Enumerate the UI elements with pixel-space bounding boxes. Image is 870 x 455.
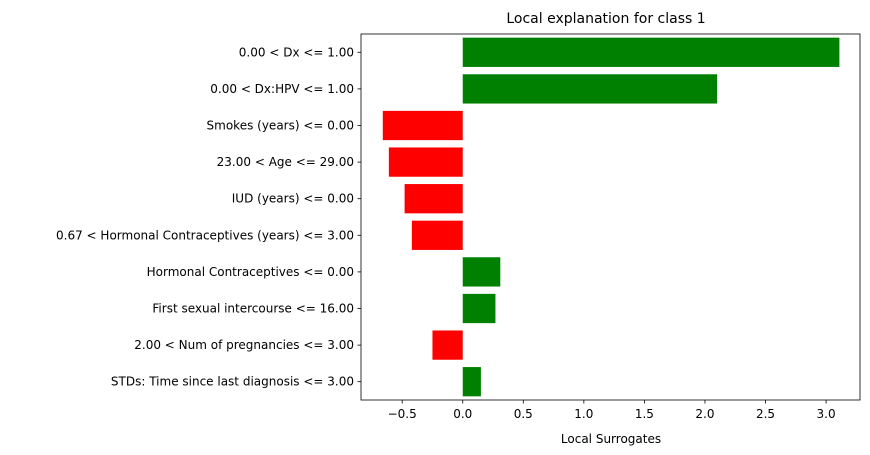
y-tick-label: Smokes (years) <= 0.00 (207, 119, 354, 133)
y-tick-label: STDs: Time since last diagnosis <= 3.00 (111, 375, 354, 389)
x-tick-label: 1.5 (635, 407, 654, 421)
y-tick-label: Hormonal Contraceptives <= 0.00 (147, 265, 354, 279)
x-tick-label: 0.0 (453, 407, 472, 421)
bar (462, 257, 501, 287)
bar (388, 147, 463, 177)
bar (462, 293, 496, 324)
y-tick-label: 0.00 < Dx:HPV <= 1.00 (210, 82, 354, 96)
x-tick-label: 0.5 (514, 407, 533, 421)
x-tick-label: 2.5 (756, 407, 775, 421)
x-tick-label: 2.0 (695, 407, 714, 421)
y-tick-label: 0.67 < Hormonal Contraceptives (years) <… (56, 228, 354, 242)
plot-frame (360, 33, 861, 401)
bar (411, 220, 463, 250)
y-tick-label: 2.00 < Num of pregnancies <= 3.00 (134, 338, 354, 352)
y-tick-label: 0.00 < Dx <= 1.00 (239, 45, 354, 59)
bars-group (382, 37, 840, 397)
bar (432, 330, 463, 360)
y-tick-label: First sexual intercourse <= 16.00 (152, 302, 354, 316)
bar (462, 367, 481, 397)
x-tick-label: 1.0 (574, 407, 593, 421)
bar (462, 37, 840, 67)
x-axis: −0.5 0.0 0.5 1.0 1.5 2.0 2.5 3.0 (388, 400, 836, 421)
x-tick-label: 3.0 (817, 407, 836, 421)
y-tick-label: IUD (years) <= 0.00 (232, 192, 354, 206)
y-tick-label: 23.00 < Age <= 29.00 (217, 155, 354, 169)
bar (382, 110, 463, 141)
x-tick-label: −0.5 (388, 407, 417, 421)
x-axis-label: Local Surrogates (561, 432, 661, 446)
bar (404, 184, 463, 214)
chart-title: Local explanation for class 1 (506, 11, 705, 27)
y-tick-labels: 0.00 < Dx <= 1.00 0.00 < Dx:HPV <= 1.00 Sm… (56, 45, 361, 389)
bar (462, 74, 718, 104)
